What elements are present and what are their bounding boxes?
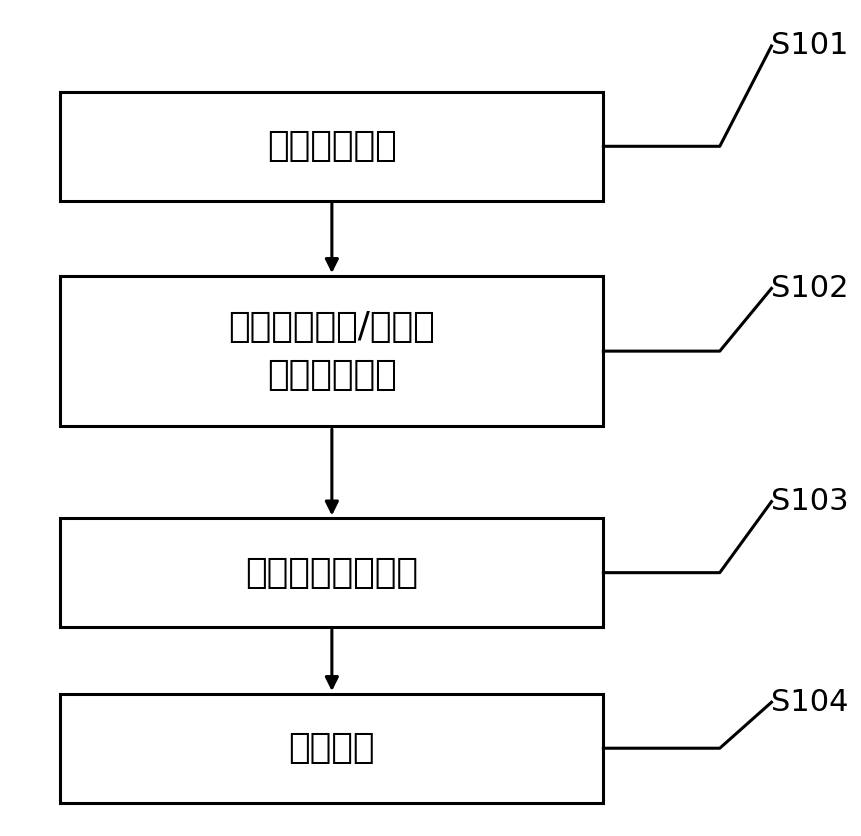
Text: S104: S104 [771, 688, 848, 716]
Bar [60, 276, 603, 426]
Bar [60, 92, 603, 201]
Text: 训练卷积神经网络: 训练卷积神经网络 [245, 556, 418, 589]
Bar [60, 694, 603, 803]
Text: 构建优化结构/轻量化
卷积神经网络: 构建优化结构/轻量化 卷积神经网络 [228, 310, 435, 392]
Text: S102: S102 [771, 274, 848, 303]
Text: 获取训练样本: 获取训练样本 [267, 130, 396, 163]
Bar [60, 518, 603, 627]
Text: S103: S103 [771, 487, 848, 516]
Text: 故障诊断: 故障诊断 [288, 732, 375, 765]
Text: S101: S101 [771, 32, 848, 60]
